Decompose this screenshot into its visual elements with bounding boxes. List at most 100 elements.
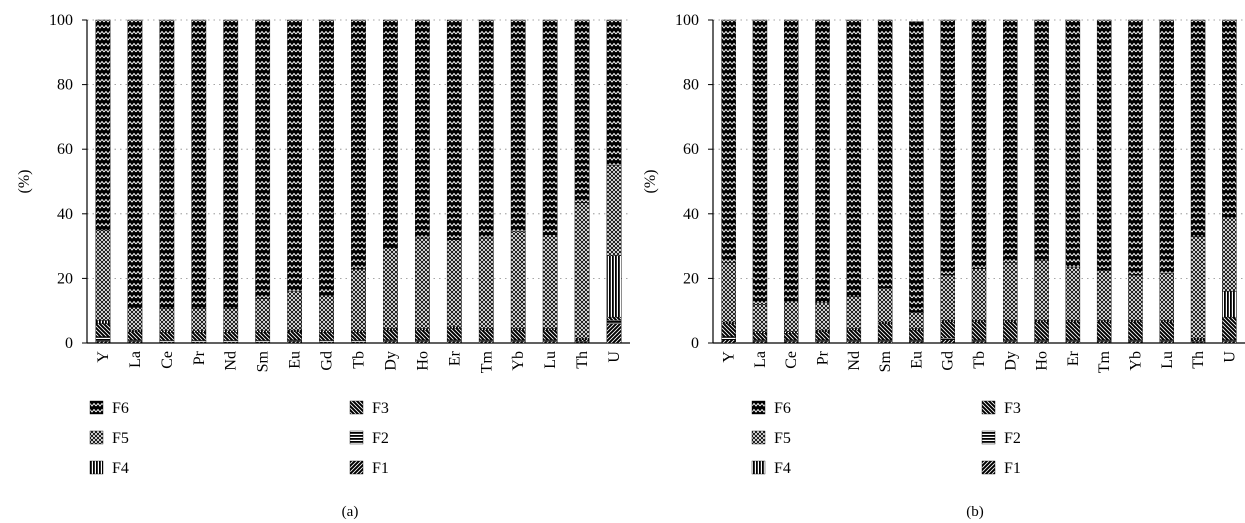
legend-label-F5: F5: [774, 430, 791, 447]
bar-segment-a-Yb-F6: [510, 19, 526, 232]
x-tick-label: U: [1221, 351, 1238, 363]
bar-segment-b-Y-F5: [721, 262, 736, 323]
bar-segment-a-La-F4: [127, 329, 143, 332]
bar-segment-b-Dy-F2: [1003, 339, 1018, 342]
bar-segment-a-Eu-F6: [287, 19, 303, 292]
x-tick-label: Tm: [1096, 350, 1113, 373]
legend-label-F1: F1: [372, 460, 389, 477]
bar-segment-b-Tm-F1: [1096, 341, 1112, 344]
legend-label-F2: F2: [1004, 430, 1021, 447]
bar-segment-b-Th-F6: [1190, 19, 1206, 237]
bar-segment-a-Tb-F6: [351, 19, 366, 270]
y-axis-label: (%): [16, 170, 33, 194]
y-tick-label: 20: [683, 270, 699, 287]
bar-segment-a-Er-F6: [446, 19, 462, 240]
bar-segment-b-Eu-F2: [909, 339, 924, 342]
bar-segment-a-Eu-F5: [287, 291, 303, 331]
bar-segment-a-Tm-F5: [478, 237, 494, 329]
bar-segment-a-Dy-F6: [383, 19, 398, 248]
bar-segment-a-Gd-F6: [319, 19, 334, 296]
bar-segment-b-Yb-F4: [1128, 320, 1143, 323]
x-tick-label: Dy: [382, 351, 399, 371]
bar-segment-b-Eu-F4: [909, 328, 924, 331]
bar-segment-a-U-F6: [606, 19, 622, 166]
bar-segment-b-La-F2: [752, 339, 768, 342]
bar-segment-b-Ho-F4: [1034, 320, 1049, 323]
bar-segment-b-Tb-F3: [971, 321, 987, 340]
x-tick-label: Er: [1065, 350, 1082, 366]
bar-segment-b-La-F6: [752, 19, 768, 305]
bar-segment-a-Ho-F2: [414, 339, 430, 342]
bar-segment-b-Pr-F6: [815, 19, 830, 303]
legend-label-F2: F2: [372, 430, 389, 447]
legend-label-F6: F6: [112, 400, 129, 417]
bar-segment-a-Ce-F6: [159, 19, 175, 309]
bar-segment-b-Tm-F3: [1096, 321, 1112, 340]
legend-swatch-F5: [751, 430, 766, 445]
bar-segment-a-Sm-F6: [255, 19, 271, 299]
bar-segment-a-Gd-F2: [319, 340, 334, 343]
bar-segment-a-Pr-F3: [191, 332, 207, 341]
bar-segment-b-Er-F3: [1065, 321, 1081, 340]
bar-segment-a-Dy-F4: [383, 328, 398, 331]
bar-segment-b-Dy-F6: [1003, 19, 1018, 263]
bar-segment-b-Ho-F2: [1034, 339, 1049, 342]
bar-segment-b-Sm-F6: [877, 19, 893, 289]
bar-segment-a-Ce-F4: [159, 330, 175, 333]
x-tick-label: Yb: [510, 351, 527, 371]
y-tick-label: 80: [57, 77, 73, 94]
x-tick-label: Nd: [223, 351, 240, 371]
bar-segment-b-Yb-F3: [1128, 321, 1143, 340]
bar-segment-a-Th-F6: [574, 19, 590, 203]
x-tick-label: Th: [574, 351, 591, 369]
bar-segment-b-U-F1: [1222, 341, 1237, 344]
bar-segment-a-La-F6: [127, 19, 143, 308]
bar-segment-a-Dy-F2: [383, 339, 398, 342]
x-tick-label: Sm: [877, 350, 894, 372]
bar-segment-b-Nd-F3: [846, 329, 862, 340]
bar-segment-b-Tm-F4: [1096, 320, 1112, 323]
bar-segment-b-Eu-F1: [909, 341, 924, 344]
legend-swatch-F3: [349, 400, 364, 415]
legend-label-F4: F4: [112, 460, 129, 477]
bar-segment-a-Yb-F4: [510, 328, 526, 331]
bar-segment-b-Ce-F6: [783, 19, 799, 302]
bar-segment-a-Eu-F1: [287, 341, 303, 344]
bar-segment-a-Nd-F3: [223, 332, 239, 341]
bar-segment-a-Lu-F3: [542, 329, 558, 340]
bar-segment-b-Yb-F6: [1128, 19, 1143, 276]
x-tick-label: Eu: [908, 351, 925, 369]
bar-segment-b-Er-F6: [1065, 19, 1081, 268]
bar-segment-a-Nd-F2: [223, 340, 239, 343]
bar-segment-a-Gd-F5: [319, 294, 334, 331]
bar-segment-a-Nd-F4: [223, 330, 239, 333]
legend-swatch-F4: [89, 460, 104, 475]
bar-segment-a-Pr-F2: [191, 340, 207, 343]
bar-segment-b-Pr-F3: [815, 331, 830, 340]
x-tick-label: Sm: [255, 350, 272, 372]
bar-segment-b-Y-F1: [721, 339, 736, 344]
bar-segment-a-Tm-F3: [478, 329, 494, 340]
bar-segment-a-Yb-F2: [510, 339, 526, 342]
bar-segment-a-Y-F6: [95, 19, 111, 231]
x-tick-label: U: [606, 351, 623, 363]
bar-segment-b-Th-F5: [1190, 236, 1206, 339]
bar-segment-b-Er-F5: [1065, 266, 1081, 321]
bar-segment-a-Ce-F3: [159, 332, 175, 341]
bar-segment-b-Gd-F4: [940, 320, 955, 323]
bar-segment-b-Sm-F1: [877, 341, 893, 344]
legend-label-F1: F1: [1004, 460, 1021, 477]
legend-label-F6: F6: [774, 400, 791, 417]
bar-segment-b-Lu-F3: [1159, 321, 1175, 340]
bar-segment-a-Y-F2: [95, 336, 111, 342]
bar-segment-a-Tb-F5: [351, 269, 366, 331]
bar-segment-a-Th-F4: [574, 337, 590, 340]
bar-segment-a-Tm-F4: [478, 328, 494, 331]
bar-segment-a-Yb-F5: [510, 231, 526, 329]
bar-segment-a-La-F1: [127, 341, 143, 344]
bar-segment-b-Er-F4: [1065, 320, 1081, 323]
bar-segment-a-Er-F2: [446, 339, 462, 342]
bar-segment-a-Nd-F5: [223, 307, 239, 331]
bar-segment-b-La-F3: [752, 333, 768, 340]
bar-segment-a-Gd-F3: [319, 332, 334, 341]
